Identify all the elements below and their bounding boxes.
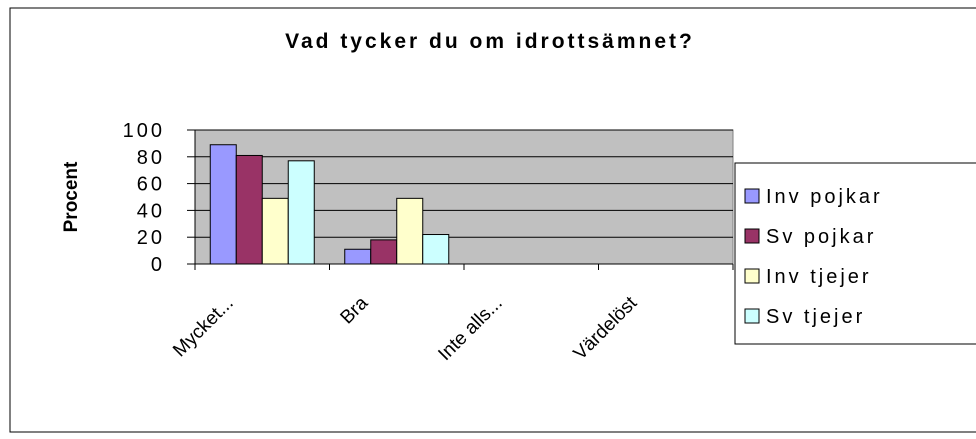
- bar: [370, 239, 398, 265]
- bar: [287, 160, 315, 265]
- bar: [422, 234, 450, 265]
- y-tick-label: 60: [137, 174, 165, 196]
- bar: [396, 197, 424, 265]
- y-axis-label: Procent: [61, 161, 82, 232]
- bar: [209, 144, 237, 265]
- legend-swatch: [744, 268, 760, 284]
- legend-swatch: [744, 228, 760, 244]
- y-tick-label: 20: [137, 227, 165, 249]
- bar: [261, 197, 289, 265]
- y-tick-label: 40: [137, 200, 165, 222]
- y-tick-label: 0: [151, 254, 165, 276]
- legend-label: Inv tjejer: [766, 266, 872, 288]
- chart-title: Vad tycker du om idrottsämnet?: [285, 30, 695, 53]
- y-tick-label: 80: [137, 147, 165, 169]
- bar: [344, 248, 372, 265]
- bar: [235, 154, 263, 265]
- legend-label: Sv pojkar: [766, 226, 876, 248]
- legend: [734, 162, 976, 345]
- legend-swatch: [744, 188, 760, 204]
- legend-label: Sv tjejer: [766, 306, 865, 328]
- legend-swatch: [744, 308, 760, 324]
- legend-label: Inv pojkar: [766, 186, 883, 208]
- y-tick-label: 100: [123, 120, 165, 142]
